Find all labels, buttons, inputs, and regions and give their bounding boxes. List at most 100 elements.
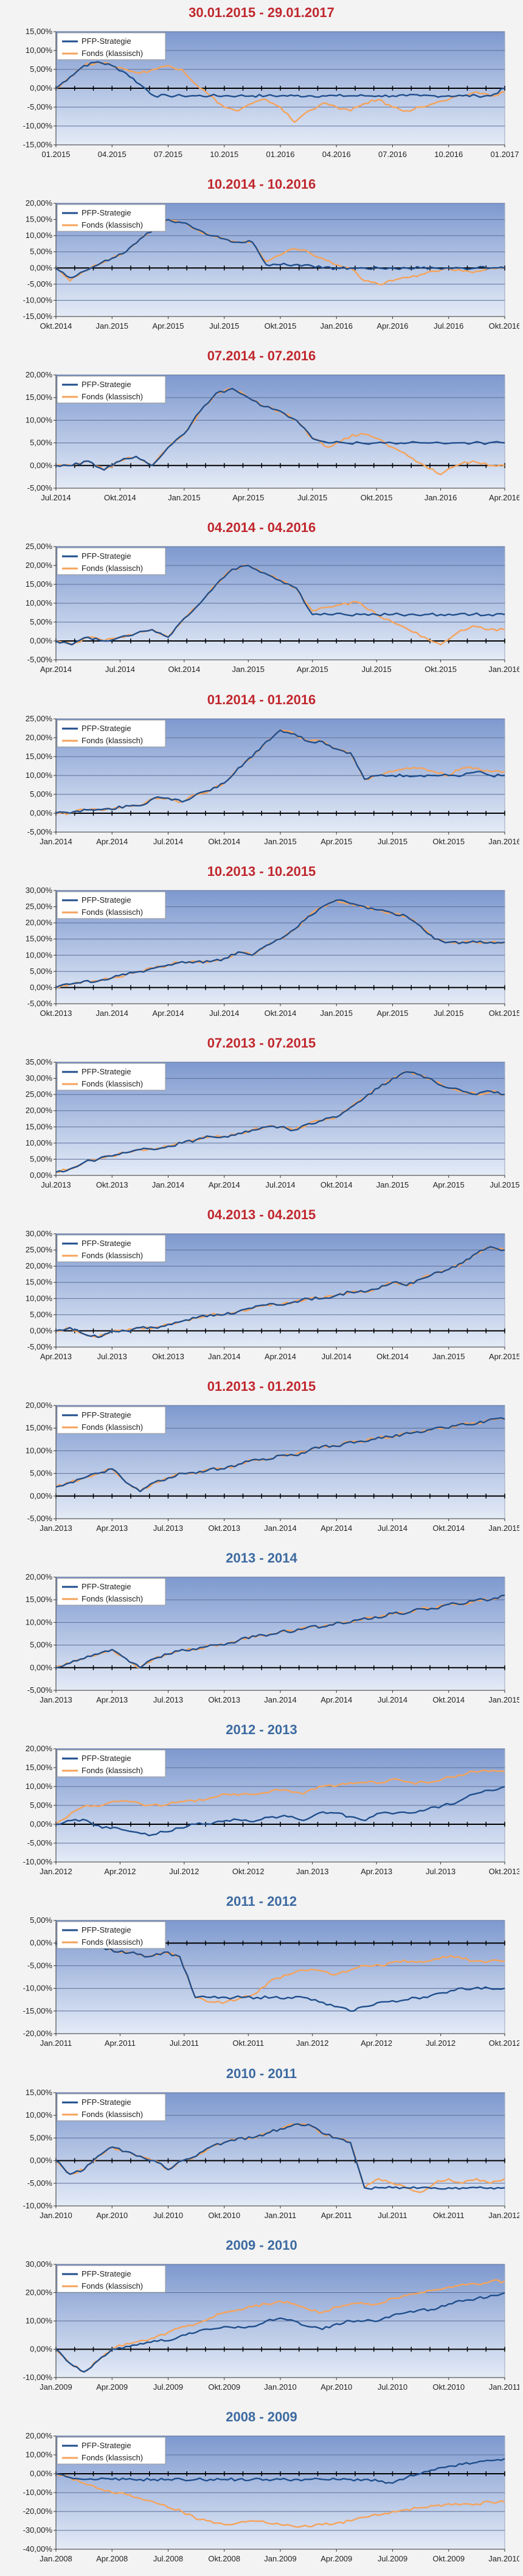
x-tick-label: Jan.2015: [168, 493, 201, 502]
legend-label-fonds: Fonds (klassisch): [81, 392, 143, 401]
y-tick-label: 15,00%: [26, 1595, 53, 1604]
chart-title: 30.01.2015 - 29.01.2017: [189, 5, 334, 20]
y-tick-label: 35,00%: [26, 1057, 53, 1066]
series-pfp-line: [55, 565, 505, 646]
legend-label-pfp: PFP-Strategie: [81, 1754, 131, 1763]
y-tick-label: 10,00%: [26, 2450, 53, 2459]
legend: [57, 2093, 166, 2121]
series-pfp-line: [55, 729, 505, 814]
y-tick-label: 15,00%: [26, 27, 53, 36]
x-tick-label: Okt.2014: [40, 321, 72, 331]
y-tick-label: 5,00%: [30, 1310, 52, 1319]
y-tick-label: -30,00%: [23, 2525, 53, 2535]
x-tick-label: Apr.2010: [320, 2382, 352, 2392]
x-tick-label: Jul.2009: [153, 2382, 183, 2392]
x-tick-label: Apr.2008: [96, 2554, 128, 2563]
x-tick-label: Jan.2015: [432, 1352, 465, 1361]
x-tick-label: Jan.2015: [232, 665, 265, 674]
x-tick-label: Apr.2016: [489, 493, 519, 502]
chart-title: 2010 - 2011: [226, 2065, 297, 2081]
chart-title: 2011 - 2012: [226, 1894, 297, 1909]
x-tick-label: Apr.2014: [96, 837, 128, 846]
y-tick-label: 15,00%: [26, 215, 53, 224]
x-tick-label: Okt.2013: [208, 1695, 240, 1704]
x-tick-label: Jan.2016: [488, 665, 519, 674]
series-pfp-line: [55, 1938, 505, 2012]
x-tick-label: Okt.2014: [208, 837, 240, 846]
legend-label-pfp: PFP-Strategie: [81, 1925, 131, 1934]
series-pfp-line: [55, 898, 505, 989]
x-tick-label: Apr.2009: [320, 2554, 352, 2563]
x-tick-label: Okt.2011: [433, 2211, 465, 2220]
x-tick-label: Jan.2014: [152, 1180, 185, 1189]
line-chart: -10,00% -5,00% 0,00% 5,00% 10,00% 15,00% 20,00…: [23, 1744, 519, 1876]
series-pfp-line: [55, 1071, 505, 1173]
x-tick-label: Jan.2016: [488, 837, 519, 846]
y-tick-label: 5,00%: [30, 967, 52, 976]
chart-title: 07.2013 - 07.2015: [207, 1035, 316, 1051]
y-tick-label: 10,00%: [26, 46, 53, 55]
chart-panel: 2012 - 2013 -10,00% -5,00% 0,00% 5,00% 10,00%…: [0, 1717, 523, 1889]
legend-label-pfp: PFP-Strategie: [81, 2441, 131, 2450]
x-tick-label: Apr.2013: [40, 1352, 72, 1361]
legend-label-pfp: PFP-Strategie: [81, 208, 131, 217]
legend: [57, 1406, 166, 1434]
legend-label-fonds: Fonds (klassisch): [81, 1423, 143, 1432]
x-tick-label: Okt.2014: [376, 1352, 409, 1361]
x-tick-label: Okt.2013: [489, 1867, 519, 1876]
x-tick-label: Jan.2016: [320, 321, 353, 331]
chart-panel: 04.2013 - 04.2015 -5,00% 0,00% 5,00% 10,00% 1…: [0, 1202, 523, 1374]
x-tick-label: Jul.2013: [153, 1524, 183, 1533]
y-tick-label: 0,00%: [30, 2344, 52, 2353]
y-tick-label: 5,00%: [30, 438, 52, 447]
line-chart: -15,00% -10,00% -5,00% 0,00% 5,00% 10,00% 15,0…: [23, 27, 519, 159]
line-chart: -5,00% 0,00% 5,00% 10,00% 15,00% 20,00% 25,00%…: [26, 714, 519, 846]
legend-label-pfp: PFP-Strategie: [81, 1239, 131, 1248]
legend-label-fonds: Fonds (klassisch): [81, 1251, 143, 1260]
x-tick-label: Apr.2014: [320, 1524, 352, 1533]
x-tick-label: Jan.2011: [40, 2039, 72, 2048]
y-tick-label: -5,00%: [27, 483, 53, 492]
x-tick-label: Jan.2011: [489, 2382, 519, 2392]
legend-label-pfp: PFP-Strategie: [81, 895, 131, 905]
y-tick-label: -5,00%: [27, 827, 53, 836]
chart-title: 2009 - 2010: [226, 2237, 297, 2253]
y-tick-label: 10,00%: [26, 598, 53, 607]
x-tick-label: Jan.2013: [40, 1524, 72, 1533]
legend-label-pfp: PFP-Strategie: [81, 551, 131, 561]
x-tick-label: Jul.2014: [153, 837, 183, 846]
legend: [57, 1578, 166, 1606]
x-tick-label: Okt.2009: [432, 2554, 465, 2563]
y-tick-label: 10,00%: [26, 231, 53, 240]
x-tick-label: Jan.2010: [488, 2554, 519, 2563]
chart-panel: 10.2013 - 10.2015 -5,00% 0,00% 5,00% 10,00% 1…: [0, 858, 523, 1031]
x-tick-label: Jan.2015: [376, 1180, 409, 1189]
series-pfp-line: [55, 2123, 505, 2190]
y-tick-label: -5,00%: [27, 279, 53, 289]
y-tick-label: 25,00%: [26, 1090, 53, 1099]
y-tick-label: 0,00%: [30, 808, 52, 817]
series-pfp-line: [55, 2292, 505, 2373]
y-tick-label: 5,00%: [30, 1469, 52, 1478]
y-tick-label: 10,00%: [26, 416, 53, 425]
x-tick-label: Apr.2016: [376, 321, 408, 331]
chart-title: 2012 - 2013: [226, 1722, 297, 1738]
y-tick-label: 0,00%: [30, 1491, 52, 1500]
x-tick-label: Apr.2011: [321, 2211, 352, 2220]
y-tick-label: -20,00%: [23, 2029, 53, 2038]
legend-label-fonds: Fonds (klassisch): [81, 564, 143, 573]
legend-label-fonds: Fonds (klassisch): [81, 1766, 143, 1775]
line-chart: -5,00% 0,00% 5,00% 10,00% 15,00% 20,00% 25,00%…: [26, 542, 519, 674]
x-tick-label: Okt.2009: [208, 2382, 240, 2392]
legend: [57, 1921, 166, 1949]
x-tick-label: Jan.2013: [40, 1695, 72, 1704]
x-tick-label: Jan.2015: [320, 1009, 353, 1018]
y-tick-label: -5,00%: [27, 2178, 53, 2187]
x-tick-label: 04.2015: [98, 150, 126, 159]
legend: [57, 1749, 166, 1777]
y-tick-label: 0,00%: [30, 1819, 52, 1829]
x-tick-label: Jul.2014: [209, 1009, 239, 1018]
x-tick-label: Apr.2014: [152, 1009, 184, 1018]
y-tick-label: 0,00%: [30, 2155, 52, 2165]
